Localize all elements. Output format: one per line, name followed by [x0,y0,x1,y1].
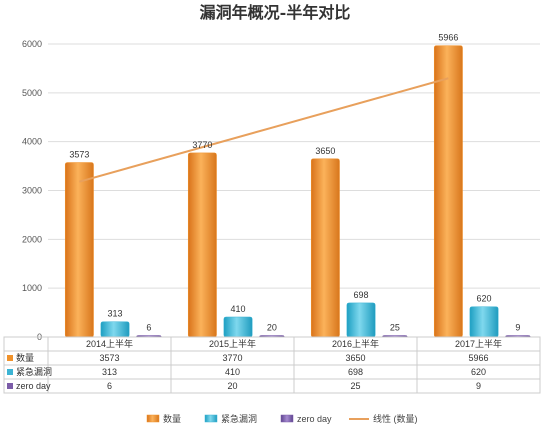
x-tick-label: 2016上半年 [332,338,379,349]
legend: 数量 紧急漏洞 zero day 线性 (数量) [146,413,418,424]
trendline [79,77,449,183]
bar-数量-1 [187,152,217,338]
data-label-zero-day: 25 [390,323,400,333]
y-tick-label: 6000 [22,39,42,49]
x-tick-label: 2017上半年 [455,338,502,349]
x-tick-label: 2015上半年 [209,338,256,349]
legend-label: 线性 (数量) [373,413,418,424]
table-cell: 5966 [468,353,488,363]
gridlines [48,43,540,338]
data-label-紧急漏洞: 698 [354,290,369,300]
y-tick-label: 4000 [22,137,42,147]
table-key-紧急漏洞 [7,369,13,375]
legend-swatch-zero-day [280,414,294,423]
data-label-紧急漏洞: 410 [231,304,246,314]
chart-title: 漏洞年概况-半年对比 [200,3,351,22]
data-label-数量: 3573 [69,150,89,160]
data-label-zero-day: 20 [267,323,277,333]
table-cell: 3770 [222,353,242,363]
table-cell: 25 [350,381,360,391]
bars [64,45,531,338]
table-cell: 3650 [345,353,365,363]
data-label-zero-day: 6 [146,323,151,333]
table-cell: 410 [225,367,240,377]
legend-label: zero day [297,414,332,424]
legend-label: 数量 [163,413,181,424]
x-tick-label: 2014上半年 [86,338,133,349]
data-label-紧急漏洞: 620 [477,294,492,304]
table-cell: 9 [476,381,481,391]
bar-数量-3 [433,45,463,338]
table-cell: 6 [107,381,112,391]
trendline-group [79,77,449,183]
y-tick-label: 2000 [22,234,42,244]
legend-swatch-紧急漏洞 [204,414,218,423]
table-series-name: 数量 [16,352,34,363]
table-series-name: zero day [16,381,51,391]
bar-紧急漏洞-2 [346,302,376,338]
y-tick-label: 3000 [22,186,42,196]
data-label-数量: 3650 [315,146,335,156]
data-label-zero-day: 9 [515,323,520,333]
data-label-数量: 3770 [192,140,212,150]
bar-紧急漏洞-1 [223,316,253,338]
legend-swatch-数量 [146,414,160,423]
bar-数量-0 [64,162,94,338]
table-cell: 313 [102,367,117,377]
y-tick-label: 5000 [22,88,42,98]
table-cell: 3573 [99,353,119,363]
legend-label: 紧急漏洞 [221,413,257,424]
data-label-数量: 5966 [438,33,458,43]
table-cell: 620 [471,367,486,377]
y-tick-label: 1000 [22,283,42,293]
table-series-name: 紧急漏洞 [16,366,52,377]
bar-紧急漏洞-3 [469,306,499,338]
table-key-zero-day [7,383,13,389]
table-key-数量 [7,355,13,361]
bar-紧急漏洞-0 [100,321,130,338]
data-label-紧急漏洞: 313 [108,309,123,319]
table-cell: 20 [227,381,237,391]
table-cell: 698 [348,367,363,377]
bar-数量-2 [310,158,340,338]
